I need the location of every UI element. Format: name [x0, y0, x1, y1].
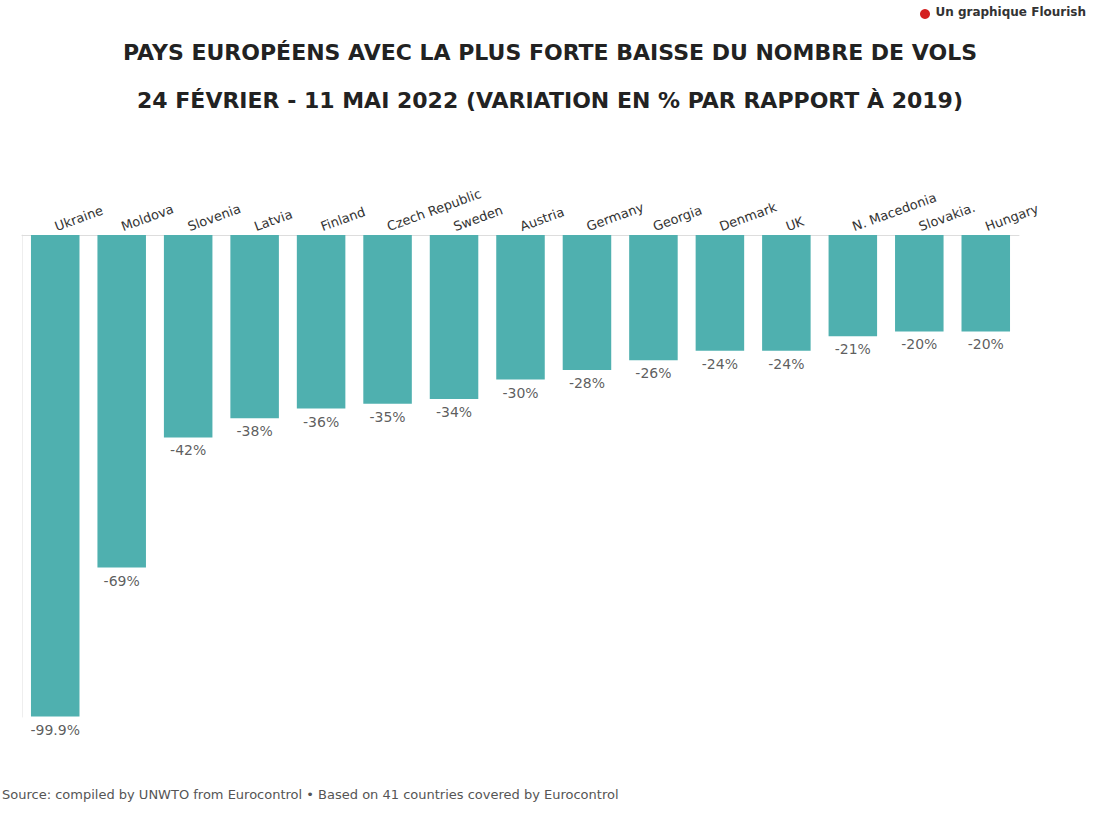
svg-text:N. Macedonia: N. Macedonia: [850, 189, 939, 234]
svg-text:-42%: -42%: [170, 442, 206, 458]
svg-text:Slovakia.: Slovakia.: [917, 200, 977, 234]
svg-text:-35%: -35%: [369, 409, 405, 425]
svg-text:-30%: -30%: [502, 385, 538, 401]
svg-text:Georgia: Georgia: [651, 203, 704, 235]
svg-text:-20%: -20%: [901, 336, 937, 352]
svg-text:Moldova: Moldova: [119, 201, 175, 234]
svg-text:Denmark: Denmark: [717, 199, 779, 234]
svg-text:Finland: Finland: [319, 204, 368, 234]
svg-text:-36%: -36%: [303, 414, 339, 430]
svg-text:-20%: -20%: [968, 336, 1004, 352]
svg-text:Slovenia: Slovenia: [186, 201, 243, 234]
svg-text:Ukraine: Ukraine: [53, 203, 105, 234]
svg-text:-24%: -24%: [768, 356, 804, 372]
svg-text:UK: UK: [784, 214, 807, 234]
svg-text:Un graphique Flourish: Un graphique Flourish: [935, 5, 1086, 19]
svg-text:-28%: -28%: [569, 375, 605, 391]
svg-text:PAYS EUROPÉENS AVEC LA PLUS FO: PAYS EUROPÉENS AVEC LA PLUS FORTE BAISSE…: [123, 40, 977, 65]
svg-text:-26%: -26%: [635, 365, 671, 381]
svg-text:-21%: -21%: [835, 341, 871, 357]
svg-text:Austria: Austria: [518, 204, 566, 234]
svg-text:-38%: -38%: [237, 423, 273, 439]
svg-text:Czech Republic: Czech Republic: [385, 186, 484, 234]
svg-text:-99.9%: -99.9%: [30, 722, 80, 738]
svg-text:Germany: Germany: [584, 199, 646, 234]
svg-text:-24%: -24%: [702, 356, 738, 372]
svg-text:-34%: -34%: [436, 404, 472, 420]
svg-text:Latvia: Latvia: [252, 206, 294, 234]
svg-text:Hungary: Hungary: [983, 201, 1041, 234]
svg-text:Sweden: Sweden: [451, 202, 504, 234]
svg-text:24 FÉVRIER - 11 MAI 2022 (VARI: 24 FÉVRIER - 11 MAI 2022 (VARIATION EN %…: [137, 88, 963, 113]
svg-text:Source: compiled by UNWTO from: Source: compiled by UNWTO from Eurocontr…: [2, 787, 619, 802]
svg-text:-69%: -69%: [104, 573, 140, 589]
